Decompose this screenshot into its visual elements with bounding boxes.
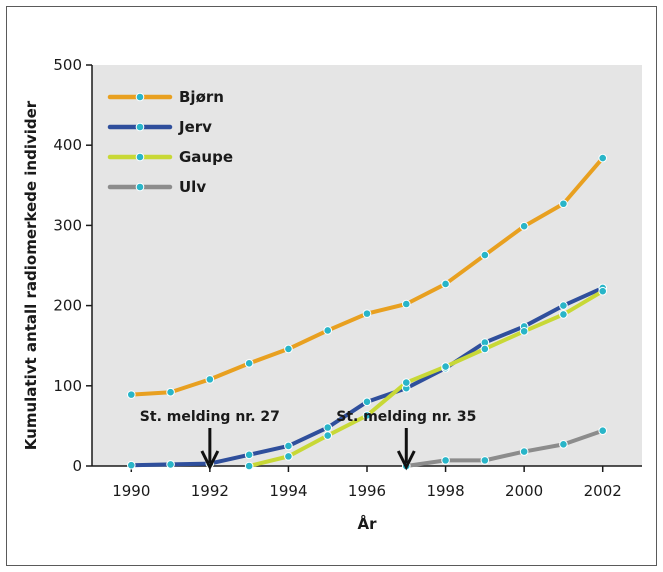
data-point-gaupe bbox=[441, 362, 450, 371]
y-tick-label: 0 bbox=[72, 457, 82, 475]
data-point-bj-rn bbox=[126, 390, 136, 399]
legend-marker bbox=[135, 92, 145, 102]
data-point-bj-rn bbox=[598, 153, 608, 163]
data-point-ulv bbox=[441, 456, 450, 465]
series-layer bbox=[126, 153, 608, 471]
data-point-bj-rn bbox=[284, 344, 293, 354]
annotations: St. melding nr. 27 St. melding nr. 35 bbox=[140, 409, 476, 471]
legend: Bjørn Jerv Gaupe Ulv bbox=[107, 88, 233, 196]
legend-marker bbox=[135, 122, 145, 132]
data-point-bj-rn bbox=[401, 299, 411, 309]
legend-label: Gaupe bbox=[179, 148, 233, 166]
data-point-bj-rn bbox=[166, 387, 175, 397]
y-axis-title: Kumulativt antall radiomerkede individer bbox=[22, 100, 40, 450]
data-point-ulv bbox=[480, 456, 490, 465]
data-point-jerv bbox=[166, 460, 175, 469]
x-tick-label: 2002 bbox=[584, 482, 622, 500]
x-tick-label: 1996 bbox=[348, 482, 386, 500]
data-point-bj-rn bbox=[205, 375, 215, 384]
legend-marker bbox=[135, 182, 145, 192]
y-tick-label: 200 bbox=[53, 297, 82, 315]
data-point-ulv bbox=[598, 426, 608, 436]
data-point-bj-rn bbox=[519, 221, 529, 231]
x-tick-label: 2000 bbox=[505, 482, 543, 500]
legend-label: Bjørn bbox=[179, 88, 224, 106]
y-tick-label: 400 bbox=[53, 136, 82, 154]
series-line-ulv bbox=[404, 428, 605, 468]
y-tick-label: 300 bbox=[53, 216, 82, 234]
data-point-gaupe bbox=[284, 452, 293, 461]
annotation-label: St. melding nr. 35 bbox=[336, 409, 476, 425]
x-axis-title: År bbox=[357, 514, 377, 533]
data-point-jerv bbox=[362, 397, 372, 407]
data-point-bj-rn bbox=[244, 359, 254, 368]
data-point-gaupe bbox=[559, 310, 568, 319]
data-point-ulv bbox=[519, 447, 529, 456]
x-tick-label: 1990 bbox=[112, 482, 150, 500]
data-point-bj-rn bbox=[559, 199, 568, 209]
x-tick-label: 1998 bbox=[426, 482, 464, 500]
data-point-gaupe bbox=[362, 411, 372, 420]
data-point-jerv bbox=[559, 301, 568, 310]
data-point-gaupe bbox=[323, 431, 333, 440]
data-point-bj-rn bbox=[441, 279, 450, 289]
data-point-bj-rn bbox=[480, 250, 490, 260]
legend-label: Ulv bbox=[179, 178, 206, 196]
annotation-label: St. melding nr. 27 bbox=[140, 409, 280, 425]
data-point-gaupe bbox=[519, 326, 529, 336]
data-point-jerv bbox=[284, 441, 293, 451]
data-point-gaupe bbox=[480, 344, 490, 354]
annotation-arrow-head bbox=[200, 450, 220, 471]
data-point-gaupe bbox=[401, 378, 411, 387]
data-point-ulv bbox=[559, 440, 568, 449]
series-line-gaupe bbox=[247, 289, 605, 468]
data-point-bj-rn bbox=[362, 309, 372, 318]
data-point-gaupe bbox=[244, 461, 254, 471]
legend-label: Jerv bbox=[178, 118, 212, 136]
data-point-gaupe bbox=[598, 286, 608, 296]
x-tick-label: 1992 bbox=[191, 482, 229, 500]
annotation-arrow-head bbox=[396, 450, 416, 471]
x-tick-label: 1994 bbox=[269, 482, 307, 500]
legend-marker bbox=[135, 152, 145, 162]
data-point-jerv bbox=[244, 450, 254, 460]
data-point-bj-rn bbox=[323, 326, 333, 335]
data-point-jerv bbox=[126, 460, 136, 470]
y-tick-label: 500 bbox=[53, 56, 82, 74]
y-tick-label: 100 bbox=[53, 377, 82, 395]
data-point-jerv bbox=[323, 423, 333, 432]
